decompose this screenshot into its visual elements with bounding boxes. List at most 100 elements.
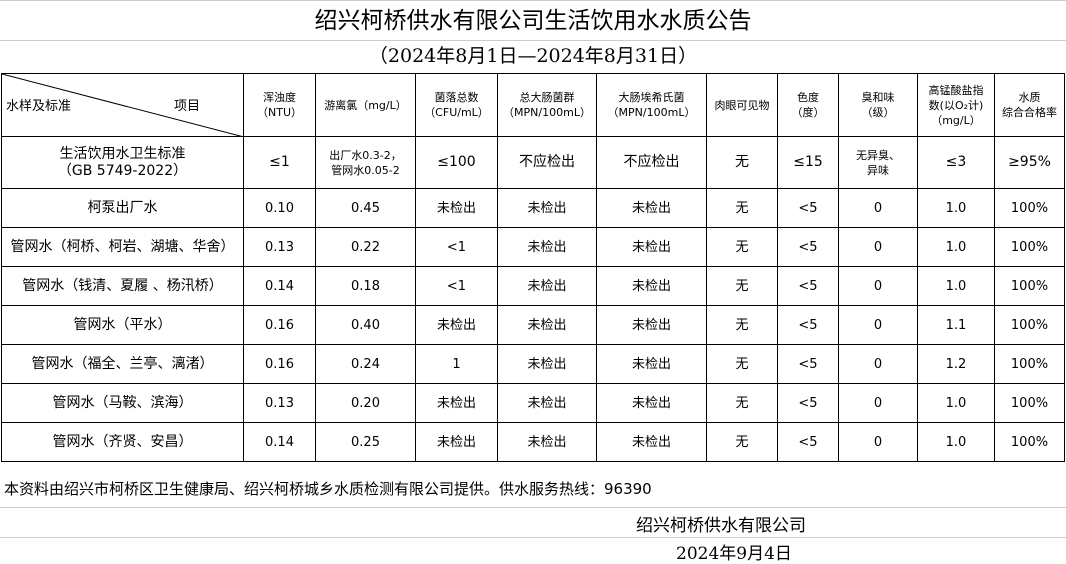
sample-name-cell: 管网水（齐贤、安昌） <box>1 422 244 462</box>
value-cell: 无 <box>706 305 778 345</box>
standard-name-cell: 生活饮用水卫生标准 （GB 5749-2022） <box>1 136 244 189</box>
sample-name-cell: 管网水（钱清、夏履 、杨汛桥） <box>1 266 244 306</box>
standard-row: 生活饮用水卫生标准 （GB 5749-2022） ≤1 出厂水0.3-2， 管网水0.… <box>1 136 1065 189</box>
value-cell: 100% <box>994 305 1065 345</box>
source-note: 本资料由绍兴市柯桥区卫生健康局、绍兴柯桥城乡水质检测有限公司提供。供水服务热线：… <box>4 480 652 498</box>
sample-name-cell: 管网水（平水） <box>1 305 244 345</box>
value-cell: 未检出 <box>497 305 597 345</box>
value-cell: 0.14 <box>243 266 316 306</box>
value-cell: 未检出 <box>415 188 498 228</box>
value-cell: 1.2 <box>917 344 995 384</box>
value-cell: 无 <box>706 266 778 306</box>
table-row: 管网水（齐贤、安昌） 0.14 0.25 未检出 未检出 未检出无 <5 0 1.0 100% <box>1 422 1065 462</box>
value-cell: <5 <box>777 344 839 384</box>
table-row: 管网水（马鞍、滨海） 0.13 0.20 未检出 未检出 未检出无 <5 0 1.0 100% <box>1 383 1065 423</box>
value-cell: <5 <box>777 188 839 228</box>
value-cell: 100% <box>994 422 1065 462</box>
value-cell: 0.40 <box>315 305 416 345</box>
cell-text-line: 臭和味 <box>861 91 895 104</box>
value-cell: 未检出 <box>497 422 597 462</box>
value-cell: 未检出 <box>415 383 498 423</box>
cell-text-line: （NTU） <box>257 106 302 119</box>
diagonal-divider <box>2 74 241 136</box>
table-row: 管网水（柯桥、柯岩、湖塘、华舍） 0.13 0.22 <1 未检出 未检出无 <5 0 1.0 1… <box>1 227 1065 267</box>
value-cell: 0.10 <box>243 188 316 228</box>
column-header: 大肠埃希氏菌 （MPN/100mL） <box>596 73 707 137</box>
value-cell: 未检出 <box>497 266 597 306</box>
value-cell: 0 <box>838 422 918 462</box>
value-cell: 未检出 <box>415 422 498 462</box>
value-cell: 1.0 <box>917 227 995 267</box>
column-header: 高锰酸盐指 数(以O₂计) （mg/L） <box>917 73 995 137</box>
table-row: 管网水（钱清、夏履 、杨汛桥） 0.14 0.18 <1 未检出 未检出无 <5 0 1.0 10… <box>1 266 1065 306</box>
cell-text-line: （GB 5749-2022） <box>57 162 188 179</box>
value-cell: 0.25 <box>315 422 416 462</box>
value-cell: 100% <box>994 266 1065 306</box>
standard-value-cell: 不应检出 <box>596 136 707 189</box>
value-cell: 1 <box>415 344 498 384</box>
value-cell: 未检出 <box>596 422 707 462</box>
value-cell: 1.0 <box>917 266 995 306</box>
value-cell: 未检出 <box>596 266 707 306</box>
column-header: 总大肠菌群 （MPN/100mL） <box>497 73 597 137</box>
value-cell: 1.0 <box>917 188 995 228</box>
water-quality-table: 水样及标准 项目 浑浊度 （NTU） 游离氯（mg/L） 菌落总数 （CFU/mL） 总大肠菌… <box>1 73 1065 462</box>
sample-name-cell: 管网水（马鞍、滨海） <box>1 383 244 423</box>
value-cell: 0.45 <box>315 188 416 228</box>
value-cell: 无 <box>706 227 778 267</box>
column-header: 菌落总数 （CFU/mL） <box>415 73 498 137</box>
value-cell: 0.14 <box>243 422 316 462</box>
standard-value-cell: ≤3 <box>917 136 995 189</box>
value-cell: 0 <box>838 344 918 384</box>
value-cell: 未检出 <box>596 305 707 345</box>
cell-text-line: （级） <box>861 106 895 119</box>
value-cell: 1.0 <box>917 422 995 462</box>
value-cell: 未检出 <box>497 227 597 267</box>
cell-text-line: 综合合格率 <box>1002 106 1057 119</box>
cell-text-line: 游离氯（mg/L） <box>324 98 407 112</box>
value-cell: 0 <box>838 266 918 306</box>
cell-text-line: 数(以O₂计) <box>928 98 984 112</box>
value-cell: <5 <box>777 227 839 267</box>
value-cell: 0.20 <box>315 383 416 423</box>
column-header: 色度 （度） <box>777 73 839 137</box>
cell-text-line: 菌落总数 <box>434 91 479 104</box>
cell-text-line: 水质 <box>1018 91 1041 104</box>
sample-name-cell: 管网水（福全、兰亭、漓渚） <box>1 344 244 384</box>
column-header-label: 项目 <box>174 99 201 114</box>
standard-value-cell: ≤1 <box>243 136 316 189</box>
sample-name-cell: 管网水（柯桥、柯岩、湖塘、华舍） <box>1 227 244 267</box>
page-title: 绍兴柯桥供水有限公司生活饮用水水质公告 <box>314 8 752 34</box>
cell-text-line: 生活饮用水卫生标准 <box>59 145 186 162</box>
value-cell: <1 <box>415 266 498 306</box>
standard-value-cell: 无异臭、 异味 <box>838 136 918 189</box>
value-cell: 0 <box>838 188 918 228</box>
value-cell: <5 <box>777 383 839 423</box>
column-header: 臭和味 （级） <box>838 73 918 137</box>
cell-text-line: （MPN/100mL） <box>607 106 696 119</box>
value-cell: 未检出 <box>497 383 597 423</box>
value-cell: 0.16 <box>243 344 316 384</box>
cell-text-line: 高锰酸盐指 <box>928 83 984 97</box>
value-cell: 无 <box>706 344 778 384</box>
value-cell: <1 <box>415 227 498 267</box>
value-cell: 未检出 <box>497 188 597 228</box>
value-cell: 100% <box>994 383 1065 423</box>
standard-value-cell: 无 <box>706 136 778 189</box>
standard-value-cell: ≤100 <box>415 136 498 189</box>
standard-value-cell: 不应检出 <box>497 136 597 189</box>
cell-text-line: 大肠埃希氏菌 <box>618 91 685 104</box>
cell-text-line: 总大肠菌群 <box>519 91 575 104</box>
column-header: 水质 综合合格率 <box>994 73 1065 137</box>
standard-value-cell: 出厂水0.3-2， 管网水0.05-2 <box>315 136 416 189</box>
value-cell: <5 <box>777 422 839 462</box>
cell-text-line: 肉眼可见物 <box>714 98 770 112</box>
value-cell: 未检出 <box>596 383 707 423</box>
row-header-label: 水样及标准 <box>6 99 72 114</box>
value-cell: <5 <box>777 305 839 345</box>
value-cell: 0.16 <box>243 305 316 345</box>
cell-text-line: 色度 <box>797 91 819 104</box>
value-cell: 100% <box>994 188 1065 228</box>
table-row: 管网水（平水） 0.16 0.40 未检出 未检出 未检出无 <5 0 1.1 100% <box>1 305 1065 345</box>
header-row: 水样及标准 项目 浑浊度 （NTU） 游离氯（mg/L） 菌落总数 （CFU/mL） 总大肠菌… <box>1 73 1065 137</box>
